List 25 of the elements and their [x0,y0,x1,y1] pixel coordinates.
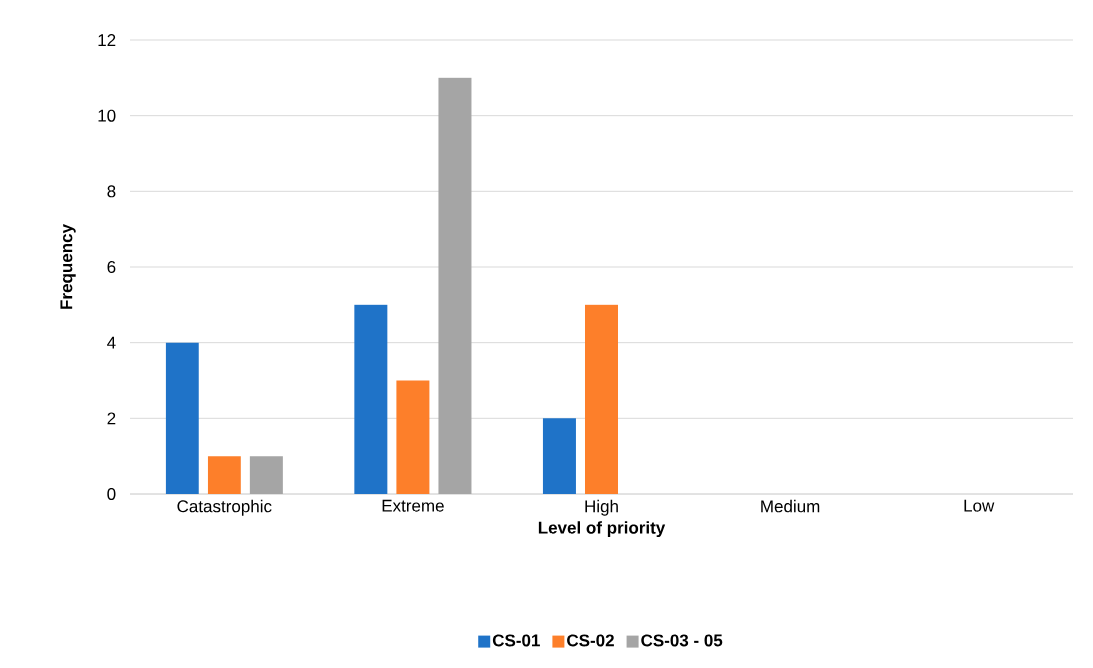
x-tick-label: High [585,499,618,516]
bar [438,77,472,494]
legend-label: CS-01 [492,634,540,647]
x-tick-label: Medium [761,499,820,513]
bar [354,304,388,494]
y-tick-label: 12 [98,34,116,46]
y-tick-label: 8 [107,185,116,198]
bar [165,342,199,494]
bar [542,418,576,494]
y-tick-label: 0 [107,487,116,501]
bar [396,380,430,494]
legend-label: CS-03 - 05 [641,634,723,647]
y-tick-label: 4 [107,336,116,349]
y-axis-title: Frequency [60,224,76,309]
y-tick-label: 10 [98,109,116,122]
y-tick-label: 2 [107,412,116,425]
bar [249,456,283,494]
x-tick-label: Catastrophic [177,499,272,516]
legend-label: CS-02 [567,634,614,647]
x-tick-label: Low [964,499,995,512]
bar [585,304,618,494]
x-tick-label: Extreme [382,499,444,512]
y-tick-label: 6 [107,260,116,274]
x-axis-title: Level of priority [538,521,666,538]
bar [207,456,241,494]
